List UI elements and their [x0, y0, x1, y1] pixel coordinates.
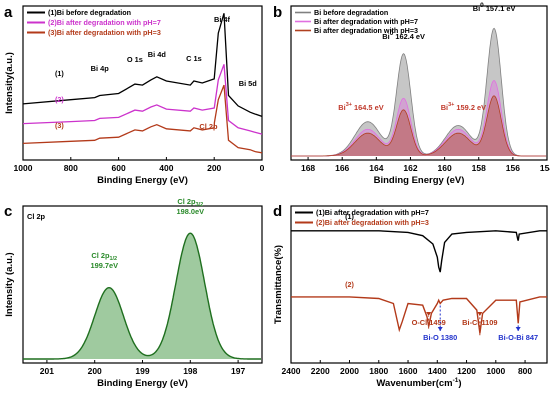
- peak-annotation: O 1s: [127, 55, 143, 64]
- x-axis-label: Binding Energy (eV): [374, 175, 465, 186]
- peak-annotation: Bi 4f: [214, 15, 231, 24]
- peak-annotation: Bi-O-Bi 847: [498, 333, 538, 342]
- series-tag: (1): [345, 212, 354, 221]
- series-line-1: [291, 27, 547, 157]
- legend-entry: (2)Bi after degradation with pH=7: [48, 18, 161, 27]
- plot-frame: [290, 205, 548, 364]
- annotation-arrowhead: [426, 312, 432, 316]
- peak-label: Cl 2p3/2: [177, 197, 203, 208]
- series-tag: (1): [55, 69, 64, 78]
- x-tick-label: 1800: [369, 366, 388, 376]
- x-tick-label: 800: [64, 163, 78, 173]
- peak-label: Bi3+ 159.2 eV: [441, 102, 486, 112]
- chart-title: Cl 2p: [27, 212, 46, 221]
- x-tick-label: 168: [301, 163, 315, 173]
- panel-letter: c: [4, 203, 12, 220]
- annotation-arrowhead: [437, 327, 443, 331]
- x-tick-label: 199: [135, 366, 149, 376]
- plot-frame: [22, 5, 263, 161]
- legend-entry: Bi after degradation with pH=3: [314, 26, 418, 35]
- series-line-2: [291, 296, 547, 334]
- plot-frame: [22, 205, 263, 364]
- series-line-1: [291, 230, 547, 273]
- annotation-arrowhead: [477, 312, 483, 316]
- series-line-1: [22, 13, 263, 118]
- series-line-3: [22, 84, 263, 154]
- legend-entry: (3)Bi after degradation with pH=3: [48, 28, 161, 37]
- peak-annotation: Bi-Cl 1109: [462, 318, 497, 327]
- y-axis-label: Intensity(a.u.): [4, 52, 15, 114]
- x-axis-label: Binding Energy (eV): [97, 378, 188, 389]
- x-tick-label: 166: [335, 163, 349, 173]
- series-tag: (3): [55, 121, 64, 130]
- x-tick-label: 162: [403, 163, 417, 173]
- legend-entry: (1)Bi after degradation with pH=7: [316, 208, 429, 217]
- peak-label: Cl 2p1/2: [91, 251, 117, 262]
- x-tick-label: 1400: [428, 366, 447, 376]
- peak-annotation: O-Cl 1459: [412, 318, 446, 327]
- panel-letter: b: [273, 4, 282, 21]
- peak-label: Bi3+ 164.5 eV: [338, 102, 383, 112]
- series-area-2: [291, 80, 547, 156]
- x-tick-label: 156: [506, 163, 520, 173]
- x-tick-label: 197: [231, 366, 245, 376]
- series-area-3: [291, 95, 547, 156]
- peak-annotation: Bi 5d: [239, 79, 258, 88]
- x-axis-label: Wavenumber(cm-1): [376, 377, 461, 389]
- series-tag: (2): [345, 280, 354, 289]
- panel-letter: d: [273, 203, 282, 220]
- series-line-3: [291, 95, 547, 157]
- legend-entry: (1)Bi before degradation: [48, 8, 131, 17]
- x-tick-label: 800: [518, 366, 532, 376]
- legend-entry: Bi before degradation: [314, 8, 388, 17]
- x-tick-label: 400: [159, 163, 173, 173]
- x-tick-label: 1000: [14, 163, 33, 173]
- series-tag: (2): [55, 95, 64, 104]
- panel-letter: a: [4, 4, 13, 21]
- peak-annotation: C 1s: [186, 54, 202, 63]
- peak-value: 199.7eV: [90, 261, 118, 270]
- x-tick-label: 1000: [486, 366, 505, 376]
- legend-entry: Bi after degradation with pH=7: [314, 17, 418, 26]
- annotation-arrowhead: [515, 327, 521, 331]
- x-tick-label: 201: [40, 366, 54, 376]
- x-axis-label: Binding Energy (eV): [97, 175, 188, 186]
- peak-label: Bi0 162.4 eV: [382, 30, 425, 41]
- x-tick-label: 2400: [282, 366, 301, 376]
- y-axis-label: Intensity (a.u.): [4, 252, 15, 316]
- peak-area: [23, 233, 262, 359]
- x-tick-label: 200: [88, 366, 102, 376]
- y-axis-label: Transmittance(%): [273, 245, 284, 324]
- x-tick-label: 2000: [340, 366, 359, 376]
- series-area-1: [291, 28, 547, 156]
- peak-value: 198.0eV: [177, 207, 205, 216]
- x-tick-label: 198: [183, 366, 197, 376]
- x-tick-label: 1600: [399, 366, 418, 376]
- peak-annotation: Bi-O 1380: [423, 333, 457, 342]
- plot-frame: [290, 5, 548, 161]
- x-tick-label: 160: [438, 163, 452, 173]
- x-tick-label: 154: [540, 163, 550, 173]
- x-tick-label: 600: [112, 163, 126, 173]
- legend-entry: (2)Bi after degradation with pH=3: [316, 218, 429, 227]
- peak-envelope: [23, 232, 261, 360]
- peak-annotation: Bi 4d: [148, 50, 167, 59]
- x-tick-label: 158: [472, 163, 486, 173]
- x-tick-label: 0: [260, 163, 265, 173]
- x-tick-label: 1200: [457, 366, 476, 376]
- series-line-2: [22, 64, 263, 135]
- peak-annotation: Cl 2p: [199, 122, 218, 131]
- x-tick-label: 2200: [311, 366, 330, 376]
- peak-label: Bi0 157.1 eV: [473, 2, 516, 13]
- x-tick-label: 164: [369, 163, 383, 173]
- x-tick-label: 200: [207, 163, 221, 173]
- peak-annotation: Bi 4p: [91, 64, 110, 73]
